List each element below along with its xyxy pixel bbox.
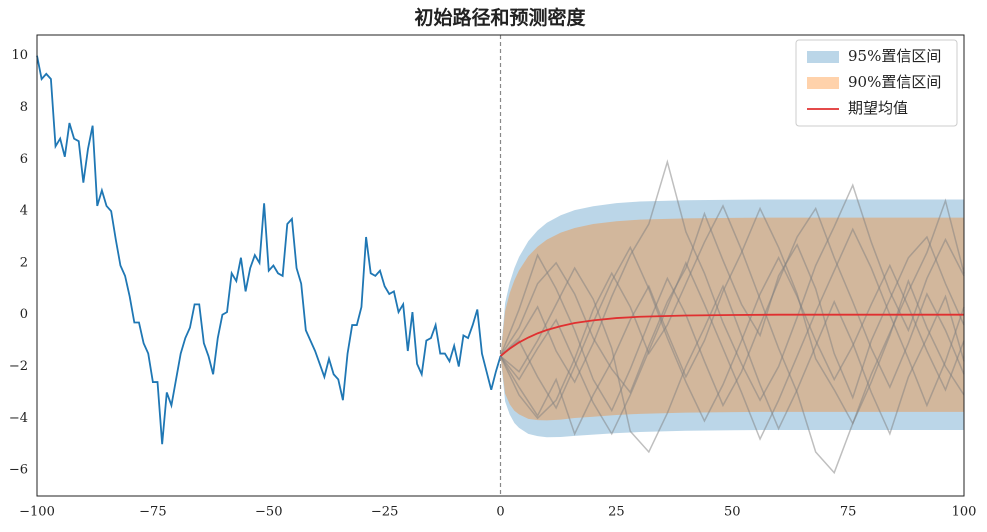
- sample-path: [499, 206, 965, 436]
- sample-path: [499, 198, 965, 475]
- legend-label: 90%置信区间: [848, 73, 941, 91]
- y-tick-label: 0: [20, 307, 28, 322]
- y-tick-label: −4: [9, 411, 28, 426]
- sample-path: [499, 206, 965, 413]
- sample-path: [499, 227, 965, 441]
- chart-title: 初始路径和预测密度: [414, 6, 586, 29]
- y-tick-label: 8: [20, 100, 28, 115]
- x-tick-label: −100: [19, 505, 55, 520]
- x-tick-label: 75: [840, 505, 857, 520]
- legend-swatch: [807, 77, 839, 89]
- legend-box: [795, 39, 958, 127]
- confidence-band: [500, 199, 964, 438]
- y-tick-label: 2: [20, 255, 28, 270]
- sample-path: [500, 245, 965, 423]
- x-tick-label: 50: [724, 505, 741, 520]
- sample-path: [499, 159, 965, 402]
- y-tick-label: −6: [9, 463, 28, 478]
- x-tick-label: 0: [496, 505, 504, 520]
- x-tick-label: 100: [952, 505, 977, 520]
- x-tick-label: 25: [608, 505, 625, 520]
- axes-frame: [36, 34, 965, 497]
- mean-line: [499, 313, 964, 357]
- plot-area: [36, 35, 965, 496]
- y-tick-label: 4: [20, 204, 28, 219]
- x-tick-label: −75: [139, 505, 166, 520]
- legend-label: 期望均值: [848, 99, 908, 117]
- y-tick-label: 6: [20, 152, 28, 167]
- x-tick-label: −50: [255, 505, 282, 520]
- y-tick-label: 10: [11, 48, 28, 63]
- legend-swatch: [807, 51, 839, 63]
- x-tick-label: −25: [371, 505, 398, 520]
- legend-label: 95%置信区间: [848, 47, 941, 65]
- sample-path: [500, 266, 965, 454]
- y-tick-label: −2: [9, 359, 28, 374]
- history-line: [36, 55, 502, 445]
